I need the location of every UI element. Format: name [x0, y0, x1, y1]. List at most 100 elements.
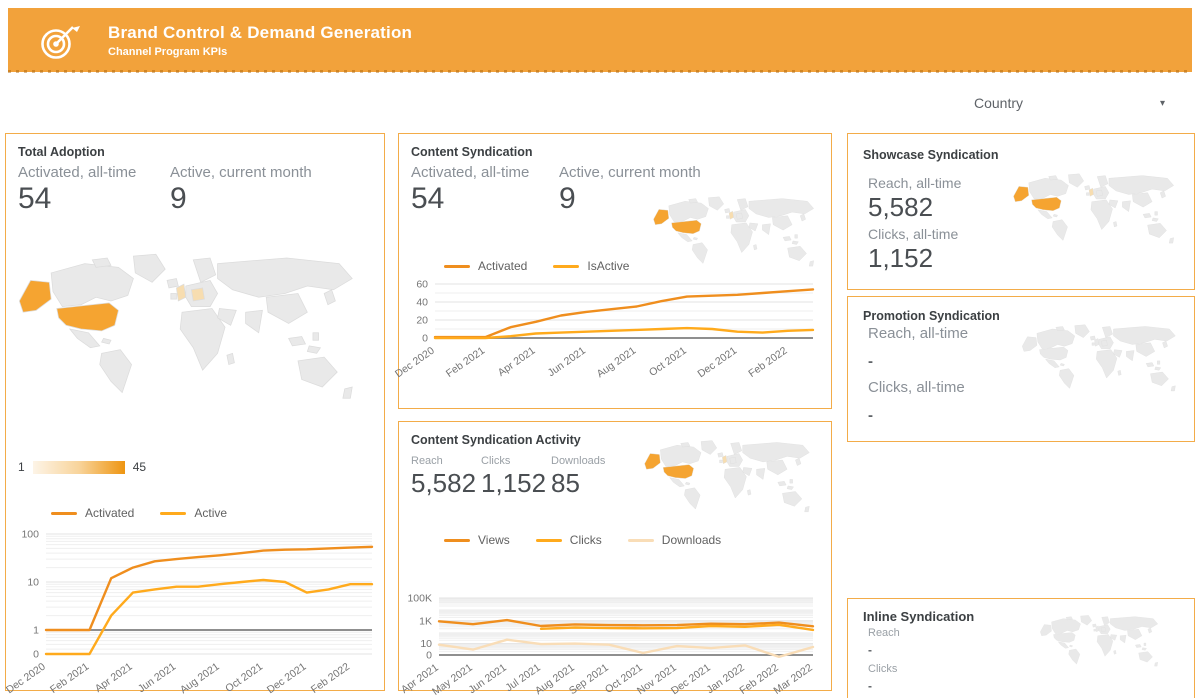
metric-label: Clicks, all-time: [868, 379, 965, 396]
metric-value: -: [868, 407, 873, 424]
metric-value: 1,152: [481, 468, 547, 498]
svg-text:Apr 2021: Apr 2021: [496, 345, 538, 379]
legend-label: Activated: [478, 259, 528, 273]
svg-text:Dec 2020: Dec 2020: [393, 345, 437, 381]
metric-label: Activated, all-time: [18, 164, 137, 181]
svg-text:Oct 2021: Oct 2021: [647, 345, 689, 379]
legend-line-swatch: [444, 264, 470, 268]
svg-text:10: 10: [27, 577, 39, 589]
metric-label: Downloads: [551, 455, 606, 467]
metric-value: 5,582: [868, 192, 934, 222]
page-subtitle: Channel Program KPIs: [108, 45, 228, 58]
legend-item: IsActive: [553, 259, 629, 273]
svg-text:100K: 100K: [407, 593, 432, 605]
legend-label: Active: [194, 506, 228, 520]
country-filter-dropdown[interactable]: Country ▾: [958, 88, 1173, 118]
svg-text:Feb 2022: Feb 2022: [746, 345, 789, 380]
svg-text:20: 20: [416, 315, 428, 327]
world-map-choropleth: [10, 234, 384, 454]
chevron-down-icon: ▾: [1159, 97, 1165, 109]
legend-line-swatch: [627, 538, 654, 542]
metric-value: -: [868, 679, 872, 693]
legend-item: Activated: [51, 506, 134, 520]
panel-total-adoption: Total Adoption Activated, all-time 54 Ac…: [4, 133, 385, 696]
legend-label: Clicks: [569, 533, 602, 547]
svg-text:Sep 2021: Sep 2021: [567, 662, 611, 698]
metric-value: 9: [559, 182, 576, 215]
svg-text:Feb 2022: Feb 2022: [309, 661, 352, 696]
legend-item: Activated: [444, 259, 527, 273]
metric-label: Clicks: [481, 455, 511, 467]
legend-line-swatch: [553, 264, 580, 268]
scale-min: 1: [18, 460, 25, 474]
legend-item: Downloads: [627, 533, 722, 547]
metric-label: Reach, all-time: [868, 175, 962, 191]
legend-line-swatch: [535, 538, 562, 542]
legend-line-swatch: [444, 538, 470, 542]
metric-label: Reach: [868, 627, 900, 639]
header-banner: Brand Control & Demand Generation Channe…: [8, 8, 1192, 73]
metric-label: Activated, all-time: [411, 164, 530, 181]
metric-label: Reach, all-time: [868, 325, 969, 342]
svg-text:Jun 2021: Jun 2021: [136, 661, 178, 696]
panel-showcase-syndication: Showcase Syndication Reach, all-time 5,5…: [847, 133, 1195, 290]
legend-item: Active: [160, 506, 227, 520]
country-filter-label: Country: [974, 95, 1024, 111]
legend-label: IsActive: [587, 259, 630, 273]
chart-legend: Activated IsActive: [444, 258, 629, 274]
metric-label: Clicks, all-time: [868, 226, 959, 242]
svg-text:Apr 2021: Apr 2021: [93, 661, 135, 695]
svg-text:1: 1: [33, 625, 39, 637]
scale-max: 45: [132, 460, 147, 474]
metric-label: Active, current month: [170, 164, 312, 181]
total-adoption-line-chart: 100 10 1 0 Dec 2020 Feb 2021 Apr 2021 Jun 2021 A…: [4, 524, 384, 696]
svg-text:Feb 2021: Feb 2021: [48, 661, 91, 696]
svg-text:Aug 2021: Aug 2021: [595, 345, 639, 381]
svg-text:Dec 2021: Dec 2021: [265, 661, 309, 697]
svg-text:Dec 2020: Dec 2020: [4, 661, 48, 697]
svg-text:1K: 1K: [419, 615, 432, 627]
world-map: [1037, 605, 1169, 689]
panel-title: Content Syndication Activity: [411, 433, 581, 447]
scale-gradient-bar: [32, 460, 125, 474]
legend-line-swatch: [51, 511, 77, 515]
color-scale-legend: 1 45: [18, 460, 146, 474]
svg-text:Dec 2021: Dec 2021: [695, 345, 739, 381]
target-bullseye-icon: [36, 17, 82, 63]
panel-title: Promotion Syndication: [863, 309, 1000, 323]
svg-text:Jun 2021: Jun 2021: [546, 345, 588, 380]
chart-legend: Activated Active: [51, 505, 227, 521]
svg-text:60: 60: [416, 279, 428, 291]
metric-value: 5,582: [411, 468, 477, 498]
legend-line-swatch: [160, 511, 187, 515]
content-syndication-activity-line-chart: 100K 1K 10 0 Apr 2021 May 2021 Jun 2021 Jul 202…: [399, 590, 829, 698]
content-syndication-line-chart: 60 40 20 0 Dec 2020 Feb 2021 Apr 2021 Jun 2021 A…: [393, 274, 829, 408]
metric-label: Active, current month: [559, 164, 701, 181]
svg-text:0: 0: [426, 650, 432, 662]
metric-value: 1,152: [868, 243, 934, 273]
metric-value: -: [868, 643, 872, 657]
legend-item: Views: [444, 533, 510, 547]
world-map: [1018, 313, 1190, 419]
panel-title: Inline Syndication: [863, 609, 975, 624]
svg-text:10: 10: [420, 638, 432, 650]
svg-text:0: 0: [422, 333, 428, 345]
world-map-choropleth: [649, 192, 829, 288]
legend-label: Activated: [85, 506, 135, 520]
panel-content-syndication-activity: Content Syndication Activity Reach 5,582…: [398, 421, 832, 698]
svg-text:Aug 2021: Aug 2021: [178, 661, 222, 697]
metric-value: -: [868, 353, 873, 370]
svg-text:Oct 2021: Oct 2021: [223, 661, 265, 695]
svg-text:Jun 2021: Jun 2021: [466, 662, 508, 697]
chart-legend: Views Clicks Downloads: [444, 532, 721, 548]
legend-label: Downloads: [661, 533, 722, 547]
legend-label: Views: [478, 533, 510, 547]
world-map-choropleth: [1009, 158, 1189, 276]
svg-text:40: 40: [416, 297, 428, 309]
world-map-choropleth: [640, 430, 825, 540]
svg-text:0: 0: [33, 649, 39, 661]
metric-value: 9: [170, 182, 187, 215]
legend-item: Clicks: [535, 533, 602, 547]
svg-text:100: 100: [21, 529, 39, 541]
